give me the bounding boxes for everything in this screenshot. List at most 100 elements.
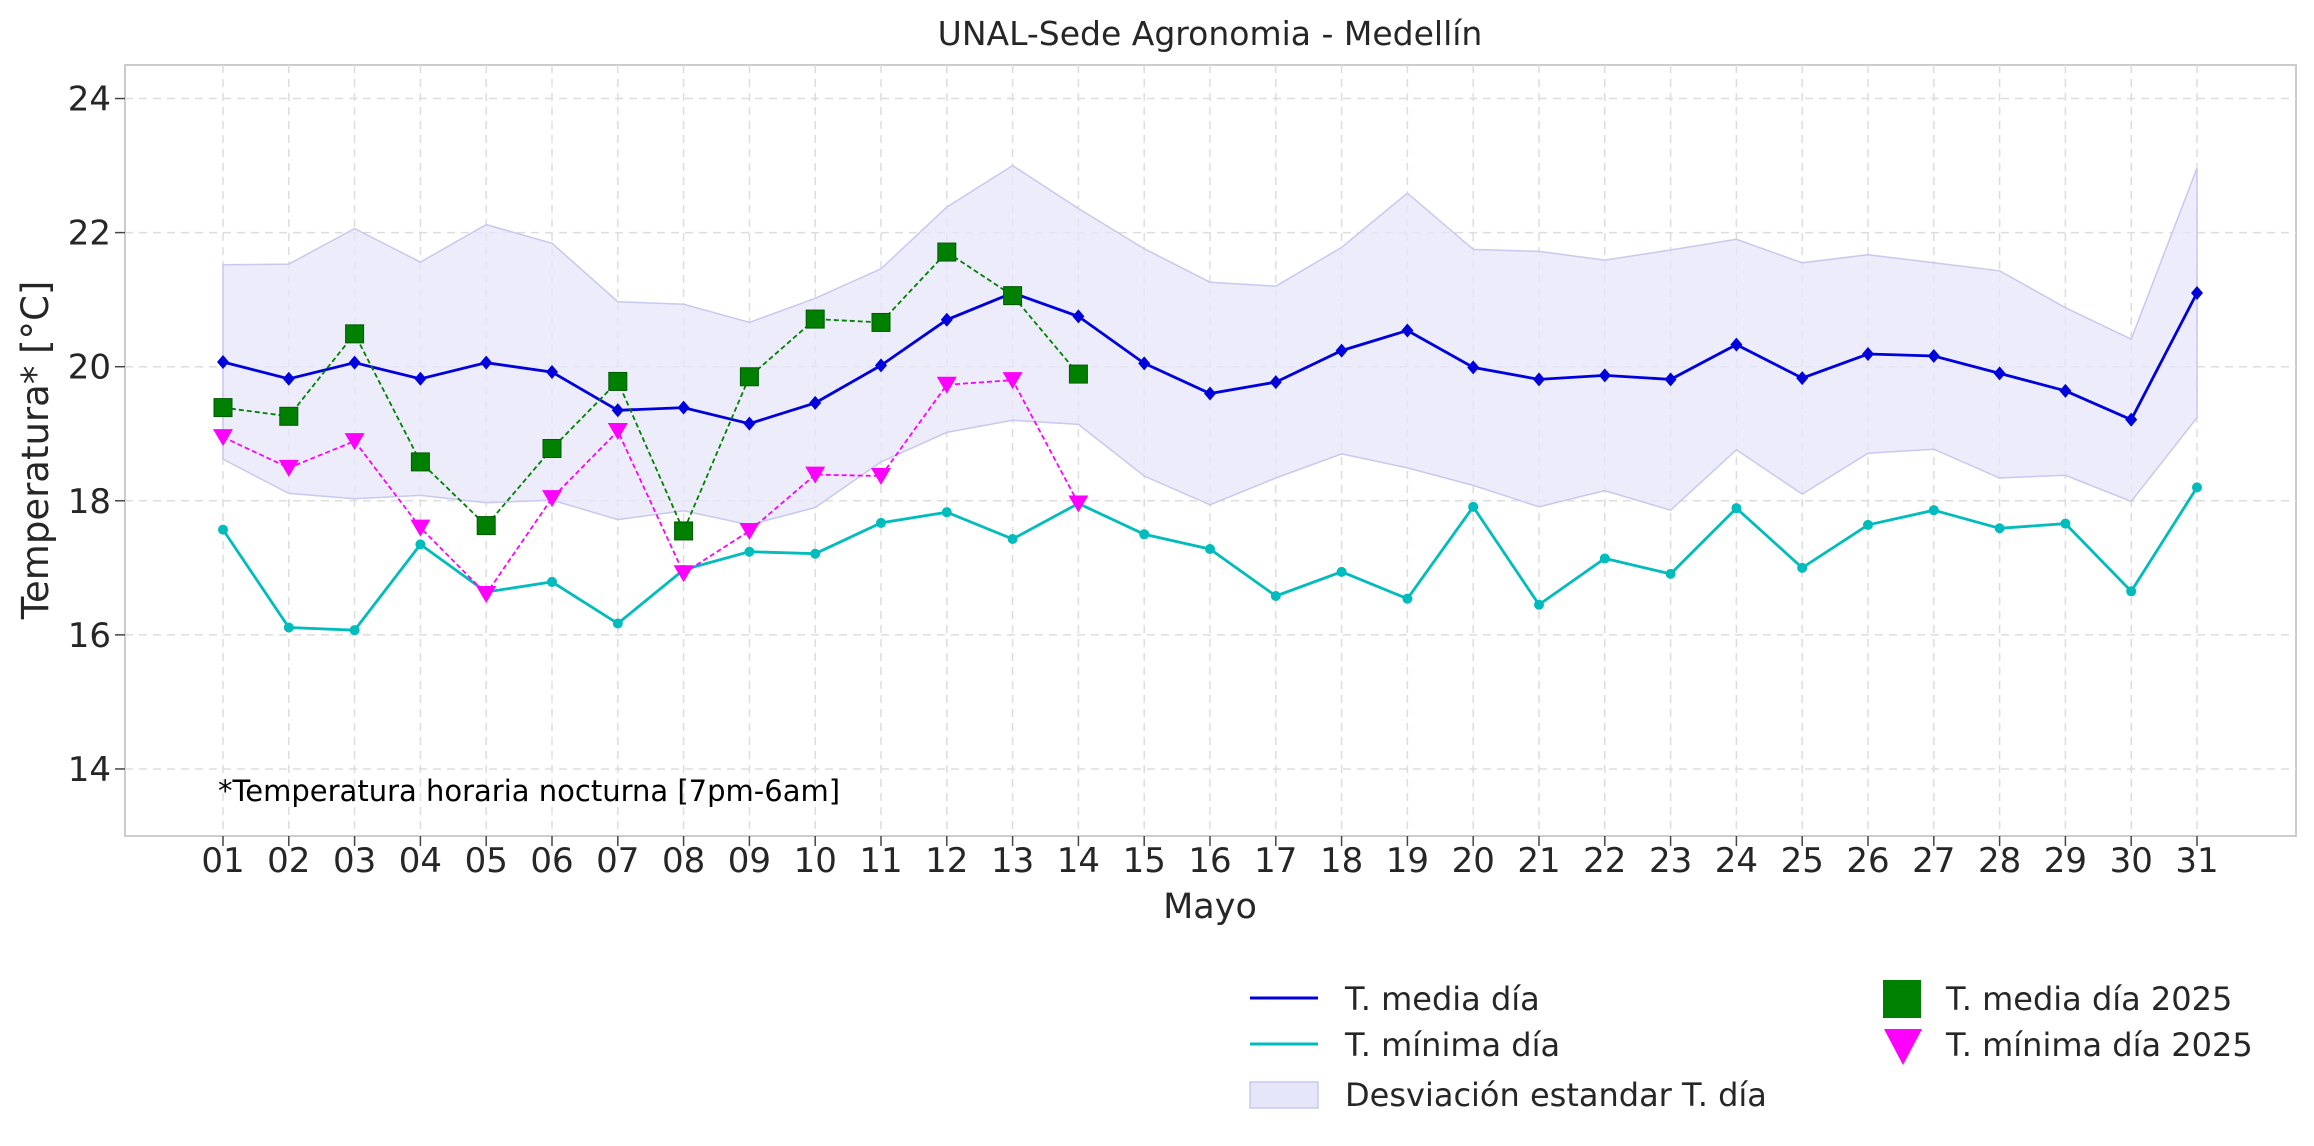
data-point bbox=[612, 618, 623, 629]
x-tick-label: 24 bbox=[1715, 841, 1758, 881]
x-tick-label: 16 bbox=[1188, 841, 1231, 881]
data-point bbox=[547, 576, 557, 587]
data-point bbox=[1336, 566, 1347, 577]
x-tick-label: 11 bbox=[859, 841, 902, 881]
data-point bbox=[611, 403, 624, 418]
data-point bbox=[1003, 286, 1023, 306]
data-point bbox=[348, 355, 361, 370]
series-line bbox=[222, 250, 1080, 534]
data-point bbox=[480, 355, 493, 370]
data-point bbox=[2059, 383, 2072, 398]
y-tick-label: 20 bbox=[68, 348, 111, 388]
x-tick-label: 20 bbox=[1452, 841, 1495, 881]
x-tick-label: 21 bbox=[1517, 841, 1560, 881]
data-point bbox=[283, 622, 294, 633]
x-tick-label: 13 bbox=[991, 841, 1034, 881]
y-tick-label: 16 bbox=[68, 616, 111, 656]
data-point bbox=[1401, 323, 1414, 338]
legend-label: T. media día bbox=[1344, 980, 1540, 1018]
data-point bbox=[1002, 372, 1023, 390]
data-point bbox=[1928, 505, 1939, 516]
data-point bbox=[677, 400, 690, 415]
series-3 bbox=[213, 242, 1088, 541]
data-point bbox=[871, 467, 891, 485]
x-tick-label: 23 bbox=[1649, 841, 1692, 881]
data-point bbox=[410, 519, 431, 537]
legend-swatch bbox=[1249, 1081, 1319, 1109]
data-point bbox=[1665, 568, 1676, 579]
data-point bbox=[1270, 590, 1281, 601]
x-tick-label: 05 bbox=[465, 841, 508, 881]
data-point bbox=[546, 365, 558, 380]
x-tick-label: 08 bbox=[662, 841, 705, 881]
x-tick-label: 03 bbox=[333, 841, 376, 881]
legend-item: T. media día bbox=[1250, 980, 1540, 1018]
series-4 bbox=[213, 372, 1089, 603]
x-tick-label: 04 bbox=[399, 841, 442, 881]
data-point bbox=[608, 371, 628, 391]
data-point bbox=[2060, 518, 2071, 529]
x-tick-label: 26 bbox=[1846, 841, 1889, 881]
data-point bbox=[1534, 599, 1544, 610]
x-tick-label: 01 bbox=[201, 841, 244, 881]
x-tick-label: 17 bbox=[1254, 841, 1297, 881]
data-point bbox=[607, 423, 628, 441]
data-point bbox=[1599, 553, 1610, 564]
data-point bbox=[1468, 501, 1479, 512]
x-tick-label: 12 bbox=[925, 841, 968, 881]
data-point bbox=[1993, 366, 2006, 381]
data-point bbox=[739, 522, 760, 540]
chart-annotation: *Temperatura horaria nocturna [7pm-6am] bbox=[218, 774, 840, 808]
data-point bbox=[1863, 519, 1873, 530]
data-point bbox=[279, 406, 299, 426]
data-point bbox=[282, 371, 295, 386]
data-point bbox=[278, 459, 299, 477]
data-point bbox=[1335, 343, 1348, 358]
data-point bbox=[2125, 412, 2138, 427]
data-point bbox=[1797, 562, 1808, 573]
data-point bbox=[542, 438, 562, 458]
data-point bbox=[415, 539, 426, 550]
data-point bbox=[213, 429, 233, 447]
data-point bbox=[875, 358, 887, 373]
x-tick-label: 29 bbox=[2044, 841, 2087, 881]
legend-item: T. mínima día 2025 bbox=[1884, 1026, 2253, 1065]
data-point bbox=[936, 376, 957, 394]
data-point bbox=[349, 625, 360, 636]
x-axis: 01 02 03 04 05 06 07 08 09 10 11 12 13 14 15 16 17 18 19 20… bbox=[201, 836, 2219, 881]
data-point bbox=[739, 367, 759, 387]
data-point bbox=[1467, 360, 1480, 375]
x-tick-label: 07 bbox=[596, 841, 639, 881]
x-tick-label: 18 bbox=[1320, 841, 1363, 881]
data-point bbox=[1139, 529, 1150, 540]
x-tick-label: 31 bbox=[2175, 841, 2218, 881]
legend: T. media día T. mínima día Desviación esta… bbox=[1249, 980, 2253, 1114]
data-point bbox=[1072, 309, 1085, 324]
legend-label: Desviación estandar T. día bbox=[1345, 1076, 1767, 1114]
legend-item: Desviación estandar T. día bbox=[1249, 1076, 1767, 1114]
y-axis: 14 16 18 20 22 24 bbox=[68, 80, 125, 790]
x-tick-label: 06 bbox=[530, 841, 573, 881]
data-point bbox=[476, 585, 497, 603]
x-tick-label: 10 bbox=[794, 841, 837, 881]
y-tick-label: 18 bbox=[68, 482, 111, 522]
data-point bbox=[476, 516, 496, 536]
data-point bbox=[2191, 285, 2203, 300]
data-point bbox=[941, 507, 952, 518]
data-point bbox=[1796, 371, 1809, 386]
y-axis-label: Temperatura* [°C] bbox=[14, 281, 57, 621]
data-point bbox=[1994, 523, 2005, 534]
data-point bbox=[218, 524, 228, 535]
x-tick-label: 15 bbox=[1123, 841, 1166, 881]
data-point bbox=[542, 490, 562, 508]
data-point bbox=[674, 521, 694, 541]
x-tick-label: 28 bbox=[1978, 841, 2021, 881]
x-tick-label: 14 bbox=[1057, 841, 1100, 881]
x-tick-label: 09 bbox=[728, 841, 771, 881]
data-point bbox=[1138, 356, 1151, 371]
data-point bbox=[2192, 482, 2202, 493]
data-point bbox=[940, 312, 953, 327]
x-tick-label: 27 bbox=[1912, 841, 1955, 881]
legend-swatch bbox=[1884, 1029, 1922, 1065]
